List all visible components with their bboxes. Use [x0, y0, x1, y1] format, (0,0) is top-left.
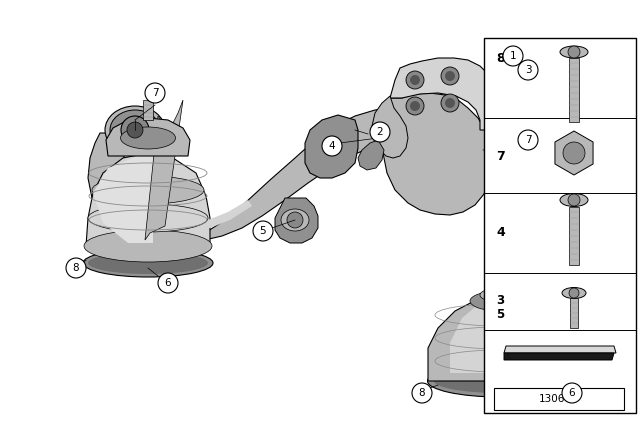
Ellipse shape [88, 252, 208, 274]
Circle shape [568, 46, 580, 58]
Bar [494, 388, 624, 410]
Circle shape [412, 383, 432, 403]
Text: 3: 3 [525, 65, 531, 75]
Ellipse shape [105, 106, 165, 154]
Circle shape [410, 75, 420, 85]
Circle shape [503, 46, 523, 66]
Polygon shape [358, 140, 384, 170]
Ellipse shape [560, 46, 588, 58]
Polygon shape [93, 156, 153, 243]
Polygon shape [372, 96, 408, 158]
Circle shape [569, 288, 579, 298]
Circle shape [441, 67, 459, 85]
Ellipse shape [480, 288, 520, 302]
Polygon shape [450, 298, 550, 373]
Polygon shape [145, 100, 183, 240]
Text: 7: 7 [152, 88, 158, 98]
Circle shape [322, 136, 342, 156]
Text: 2: 2 [377, 127, 383, 137]
Polygon shape [86, 153, 210, 246]
Circle shape [445, 71, 455, 81]
Circle shape [410, 101, 420, 111]
Text: 7: 7 [525, 135, 531, 145]
Polygon shape [275, 198, 318, 243]
Ellipse shape [110, 110, 160, 150]
Polygon shape [504, 353, 614, 360]
Polygon shape [569, 207, 579, 265]
Ellipse shape [92, 176, 204, 204]
Text: 7: 7 [496, 150, 505, 163]
Text: 5: 5 [496, 307, 504, 320]
Ellipse shape [120, 127, 175, 149]
Circle shape [441, 94, 459, 112]
Circle shape [445, 98, 455, 108]
Circle shape [121, 116, 149, 144]
Text: 130606: 130606 [540, 394, 579, 404]
Ellipse shape [560, 194, 588, 207]
Text: 6: 6 [569, 388, 575, 398]
Ellipse shape [281, 209, 309, 231]
Polygon shape [305, 115, 358, 178]
Text: 8: 8 [419, 388, 426, 398]
Polygon shape [570, 298, 578, 328]
Circle shape [518, 130, 538, 150]
Circle shape [127, 122, 143, 138]
Circle shape [562, 383, 582, 403]
Circle shape [253, 221, 273, 241]
Text: 1: 1 [509, 51, 516, 61]
Circle shape [145, 83, 165, 103]
Text: 5: 5 [260, 226, 266, 236]
Circle shape [287, 212, 303, 228]
Circle shape [563, 142, 585, 164]
Polygon shape [143, 100, 153, 120]
Text: 3: 3 [496, 293, 504, 306]
Ellipse shape [562, 288, 586, 298]
Polygon shape [569, 58, 579, 122]
Text: 8: 8 [496, 52, 504, 65]
Ellipse shape [83, 249, 213, 277]
Polygon shape [115, 168, 252, 230]
Polygon shape [88, 108, 395, 243]
Polygon shape [428, 293, 572, 381]
Bar [484, 38, 636, 413]
Circle shape [568, 194, 580, 206]
Polygon shape [490, 68, 518, 188]
Circle shape [66, 258, 86, 278]
Circle shape [158, 273, 178, 293]
Text: 8: 8 [73, 263, 79, 273]
Ellipse shape [470, 291, 530, 311]
Ellipse shape [428, 365, 573, 397]
Polygon shape [390, 58, 498, 130]
Text: 4: 4 [329, 141, 335, 151]
Ellipse shape [88, 204, 208, 232]
Text: 4: 4 [496, 225, 505, 238]
Circle shape [518, 60, 538, 80]
Polygon shape [504, 346, 616, 353]
Circle shape [406, 71, 424, 89]
Circle shape [370, 122, 390, 142]
Circle shape [406, 97, 424, 115]
Ellipse shape [84, 230, 212, 262]
Polygon shape [494, 253, 506, 288]
Text: 6: 6 [164, 278, 172, 288]
Ellipse shape [434, 369, 566, 393]
Polygon shape [382, 93, 492, 215]
Polygon shape [106, 118, 190, 156]
